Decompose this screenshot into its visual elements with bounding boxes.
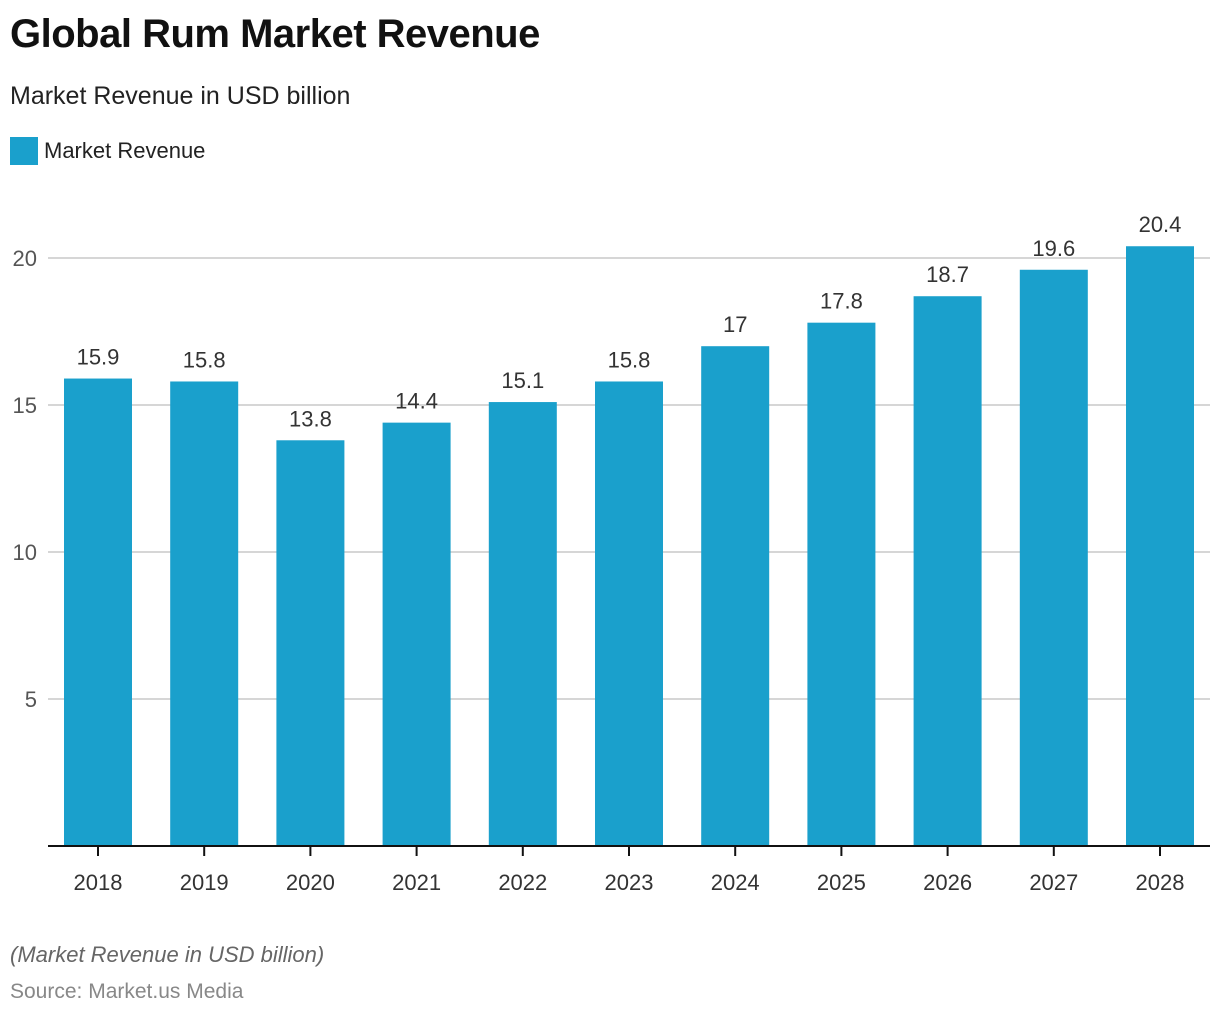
- legend-label: Market Revenue: [44, 138, 206, 163]
- bar: [1126, 246, 1194, 847]
- x-tick-label: 2021: [392, 870, 441, 895]
- y-tick-label: 15: [13, 393, 37, 418]
- bar: [807, 322, 876, 846]
- bar: [488, 402, 557, 846]
- legend-swatch: [10, 137, 38, 165]
- data-label: 18.7: [926, 262, 969, 287]
- x-tick-label: 2025: [817, 870, 866, 895]
- data-label: 15.9: [77, 345, 120, 370]
- x-tick-label: 2028: [1136, 870, 1185, 895]
- data-label: 13.8: [289, 406, 332, 431]
- x-tick-label: 2022: [498, 870, 547, 895]
- y-tick-label: 5: [25, 687, 37, 712]
- bar: [595, 381, 663, 846]
- chart-title: Global Rum Market Revenue: [10, 12, 540, 56]
- x-tick-label: 2026: [923, 870, 972, 895]
- y-axis-ticks: 5 10 15 20: [13, 246, 37, 712]
- data-label: 17.8: [820, 289, 863, 314]
- bar: [913, 296, 982, 847]
- bars: [64, 246, 1194, 847]
- data-label: 15.8: [183, 347, 226, 372]
- footnote: (Market Revenue in USD billion): [10, 942, 325, 967]
- data-label: 14.4: [395, 389, 438, 414]
- data-labels: 15.9 15.8 13.8 14.4 15.1 15.8 17 17.8 18.7 19.6 20…: [77, 212, 1182, 431]
- x-axis-ticks: 2018 2019 2020 2021 2022 2023 2024 2025 2026 2027…: [74, 846, 1185, 895]
- data-label: 17: [723, 312, 747, 337]
- data-label: 20.4: [1139, 212, 1182, 237]
- x-tick-label: 2027: [1029, 870, 1078, 895]
- x-tick-label: 2018: [74, 870, 123, 895]
- y-tick-label: 10: [13, 540, 37, 565]
- x-tick-label: 2020: [286, 870, 335, 895]
- bar: [64, 378, 132, 846]
- x-tick-label: 2024: [711, 870, 760, 895]
- bar: [382, 422, 451, 846]
- legend: Market Revenue: [10, 137, 205, 165]
- chart-subtitle: Market Revenue in USD billion: [10, 82, 351, 110]
- x-tick-label: 2019: [180, 870, 229, 895]
- y-tick-label: 20: [13, 246, 37, 271]
- x-tick-label: 2023: [605, 870, 654, 895]
- bar: [1019, 269, 1088, 846]
- data-label: 15.1: [501, 368, 544, 393]
- bar: [170, 381, 239, 846]
- data-label: 19.6: [1032, 236, 1075, 261]
- data-label: 15.8: [608, 347, 651, 372]
- source-text: Source: Market.us Media: [10, 980, 244, 1003]
- bar: [701, 346, 770, 846]
- bar: [276, 440, 345, 846]
